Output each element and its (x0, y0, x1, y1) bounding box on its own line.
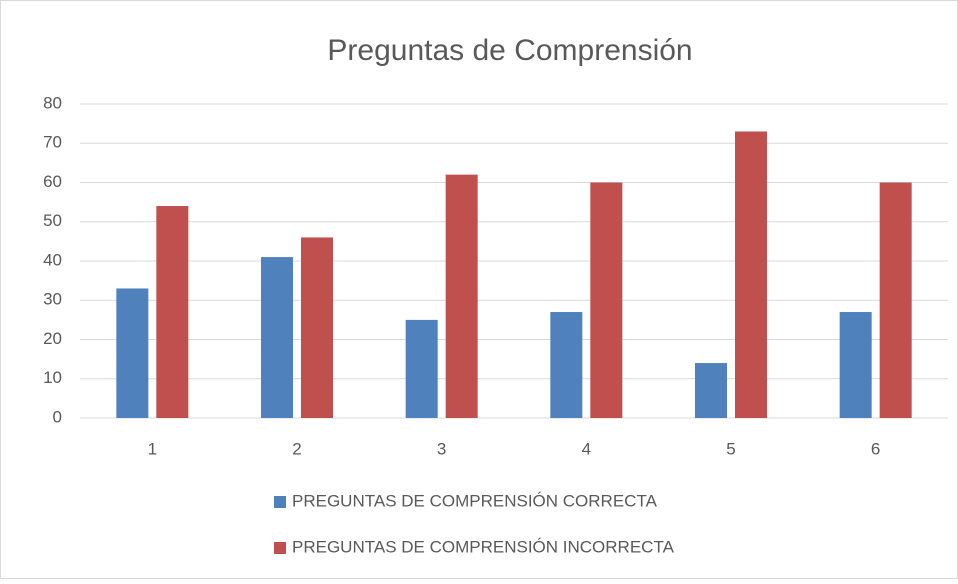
y-tick-label: 10 (43, 368, 62, 387)
y-tick-label: 30 (43, 290, 62, 309)
x-tick-label: 4 (582, 439, 591, 458)
bar (550, 312, 583, 418)
legend-label: PREGUNTAS DE COMPRENSIÓN INCORRECTA (292, 537, 675, 556)
bar (261, 257, 293, 418)
x-tick-label: 1 (148, 439, 157, 458)
x-tick-label: 5 (726, 439, 735, 458)
legend-label: PREGUNTAS DE COMPRENSIÓN CORRECTA (292, 491, 658, 510)
bar (839, 312, 872, 418)
x-tick-label: 3 (437, 439, 446, 458)
x-tick-label: 6 (871, 439, 880, 458)
x-tick-label: 2 (292, 439, 301, 458)
bar (156, 206, 189, 418)
y-tick-label: 0 (53, 407, 62, 426)
bar (695, 363, 727, 418)
bar (590, 182, 623, 418)
bar (879, 182, 912, 418)
y-tick-label: 70 (43, 133, 62, 152)
legend-swatch (274, 542, 286, 554)
bar (116, 288, 149, 418)
y-tick-label: 40 (43, 250, 62, 269)
y-tick-label: 80 (43, 93, 62, 112)
bar (445, 174, 478, 418)
legend-swatch (274, 496, 286, 508)
bar (735, 131, 767, 418)
y-tick-label: 60 (43, 172, 62, 191)
y-tick-label: 50 (43, 211, 62, 230)
bar (405, 319, 438, 418)
chart-title: Preguntas de Comprensión (327, 34, 692, 67)
bar (301, 237, 333, 418)
y-tick-label: 20 (43, 329, 62, 348)
